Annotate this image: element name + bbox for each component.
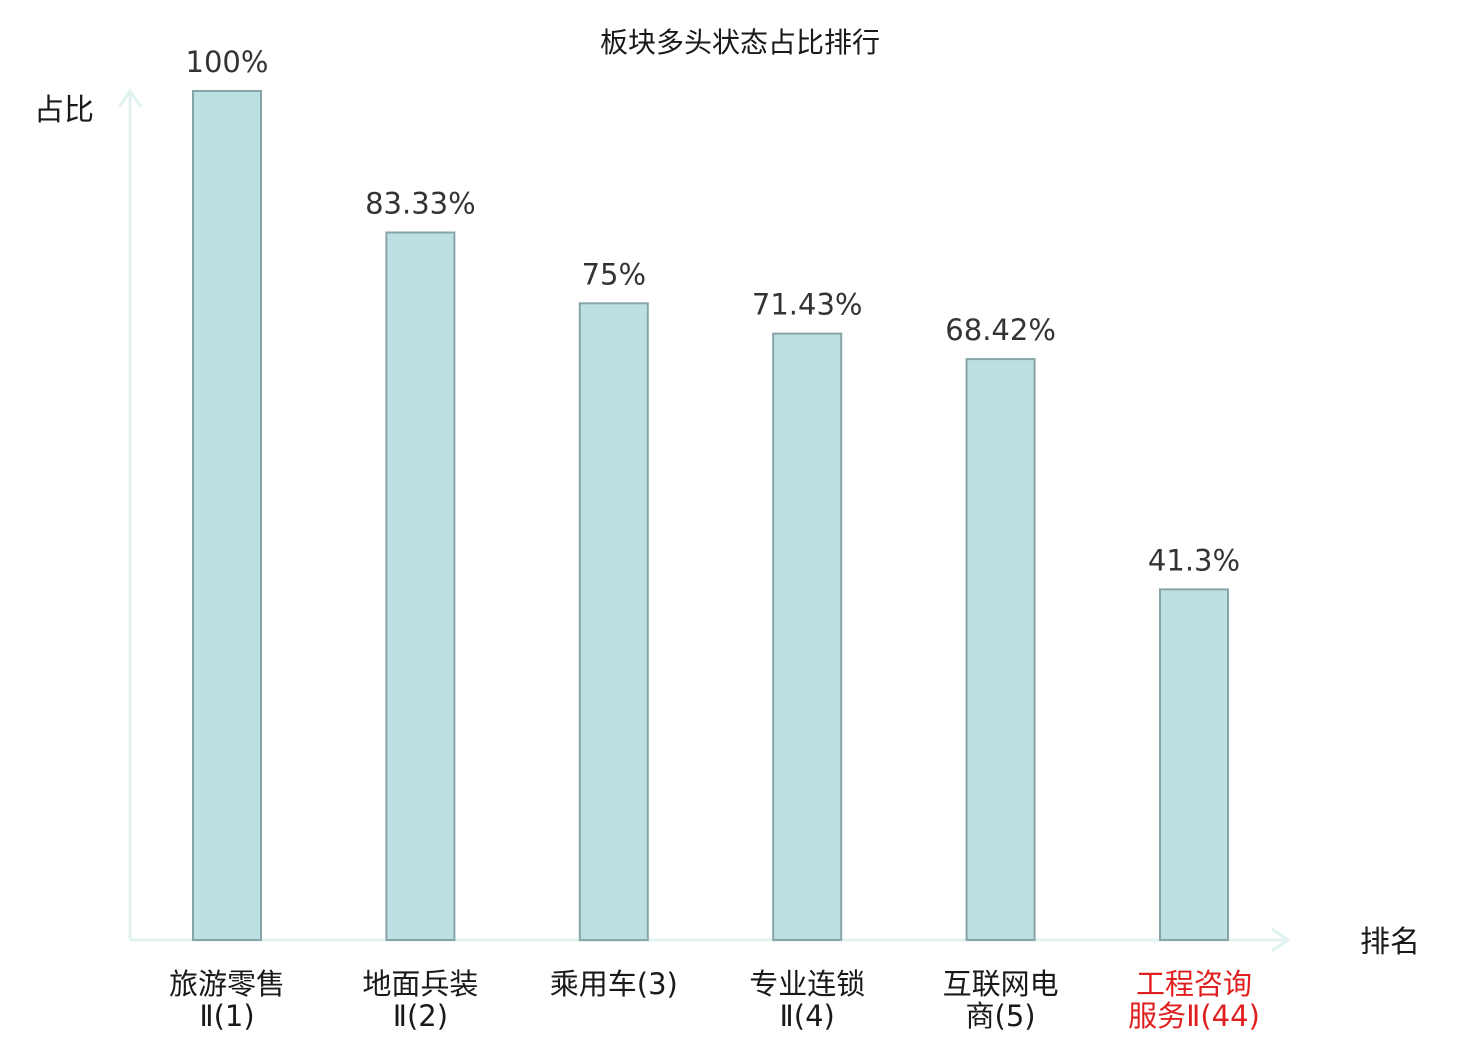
bar: [385, 231, 456, 941]
x-axis: [130, 927, 1291, 953]
category-tick-label: 服务Ⅱ(44): [1128, 999, 1260, 1033]
bar-value-label: 68.42%: [945, 313, 1056, 347]
x-axis-label: 排名: [1360, 925, 1420, 960]
bar: [192, 90, 262, 941]
y-axis-arrowhead: [117, 88, 143, 108]
y-axis-label: 占比: [34, 93, 94, 128]
value-labels: 100% 83.33% 75% 71.43% 68.42% 41.3%: [186, 45, 1241, 577]
bar-value-label: 83.33%: [365, 187, 476, 221]
bar: [1159, 588, 1229, 942]
bar: [578, 302, 649, 942]
category-tick-label: 乘用车(3): [550, 967, 678, 1001]
category-tick-label: 商(5): [966, 999, 1036, 1033]
bar-value-label: 71.43%: [752, 288, 863, 322]
category-tick-label: 专业连锁: [749, 967, 865, 1001]
category-tick-label: 工程咨询: [1136, 967, 1252, 1001]
y-axis: [117, 88, 143, 940]
category-tick-label: 旅游零售: [169, 967, 285, 1001]
category-tick-label: Ⅱ(1): [199, 999, 254, 1033]
x-axis-arrowhead: [1271, 927, 1291, 953]
bar-value-label: 75%: [582, 257, 646, 291]
category-tick-label: Ⅱ(2): [393, 999, 448, 1033]
bar-value-label: 100%: [186, 45, 269, 79]
chart-title: 板块多头状态占比排行: [600, 26, 880, 59]
category-tick-label: Ⅱ(4): [780, 999, 835, 1033]
category-tick-label: 互联网电: [943, 967, 1059, 1001]
bar: [772, 332, 843, 942]
bar-value-label: 41.3%: [1148, 543, 1240, 577]
category-tick-label: 地面兵装: [362, 967, 478, 1001]
bar-series: [192, 90, 1229, 942]
bar: [965, 358, 1036, 942]
